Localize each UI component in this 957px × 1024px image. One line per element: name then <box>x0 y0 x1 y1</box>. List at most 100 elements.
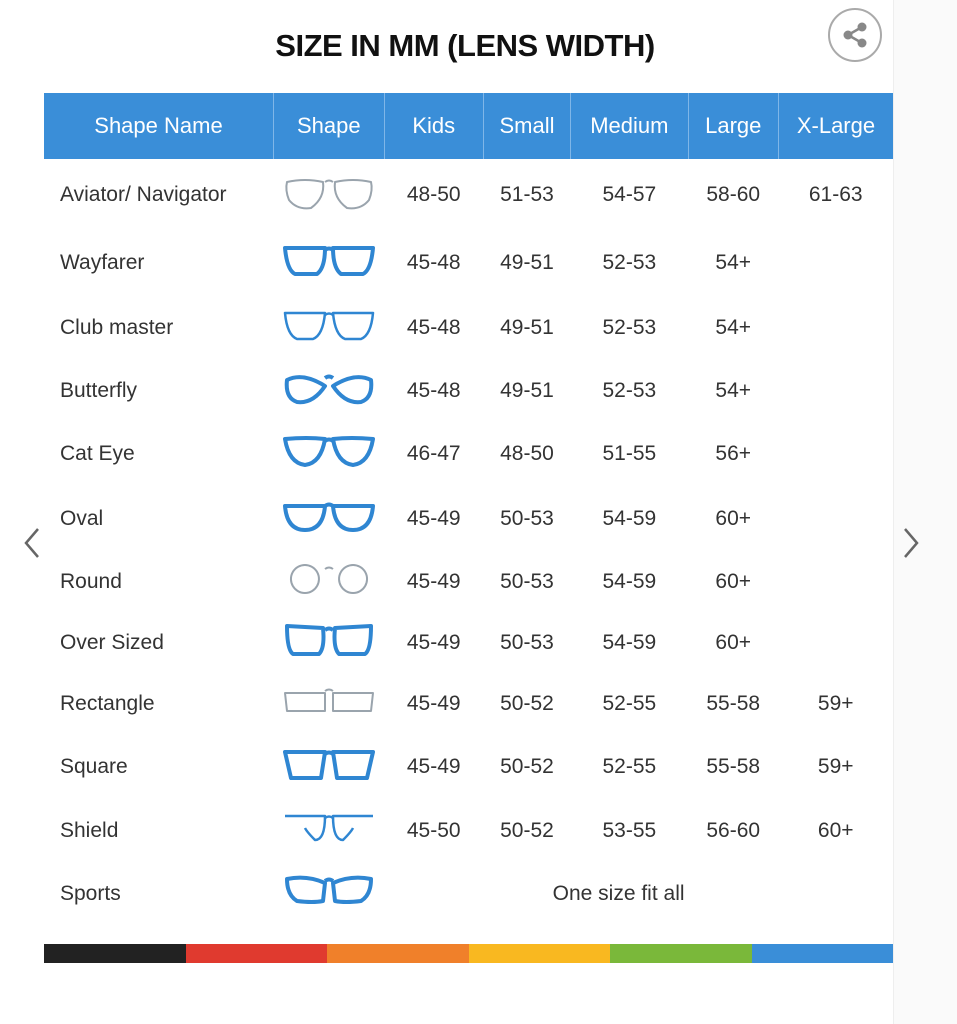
shape-name: Shield <box>60 819 119 842</box>
size-large: 54+ <box>715 315 752 339</box>
header-shape: Shape <box>273 93 385 159</box>
size-x-large <box>778 486 893 551</box>
size-small: 49-51 <box>500 378 554 402</box>
oval-glasses-icon <box>273 486 384 551</box>
size-x-large: 61-63 <box>808 182 863 206</box>
square-glasses-icon <box>273 734 384 799</box>
color-bar <box>44 944 893 963</box>
size-small: 51-53 <box>500 182 554 206</box>
size-x-large <box>778 230 893 295</box>
header-x-large: X-Large <box>778 93 893 159</box>
table-row: Over Sized 45-49 50-53 54-59 60+ <box>44 612 893 673</box>
share-icon <box>843 22 867 48</box>
size-kids: 45-49 <box>406 691 461 715</box>
size-table: Shape Name Shape Kids Small Medium Large… <box>44 93 893 924</box>
size-medium: 52-53 <box>602 250 657 274</box>
size-x-large <box>778 295 893 360</box>
size-kids: 45-49 <box>406 569 461 593</box>
size-kids: 45-49 <box>406 506 461 530</box>
size-kids: 45-49 <box>406 754 461 778</box>
shape-name: Round <box>60 569 122 593</box>
color-bar-segment <box>44 944 186 963</box>
size-large: 60+ <box>715 506 752 530</box>
size-medium: 54-59 <box>602 630 657 654</box>
shape-name: Club master <box>60 315 174 339</box>
color-bar-segment <box>185 944 327 963</box>
table-row: Cat Eye 46-47 48-50 51-55 56+ <box>44 421 893 486</box>
header-large: Large <box>688 93 779 159</box>
size-kids: 45-50 <box>406 819 461 842</box>
size-large: 55-58 <box>706 754 761 778</box>
size-small: 49-51 <box>500 250 554 274</box>
shape-name: Sports <box>60 881 121 905</box>
color-bar-segment <box>610 944 752 963</box>
size-small: 50-53 <box>500 506 554 530</box>
size-kids: 45-48 <box>406 378 461 402</box>
color-bar-segment <box>751 944 893 963</box>
chevron-right-icon[interactable] <box>895 525 925 561</box>
header-shape-name: Shape Name <box>44 93 274 159</box>
aviator-glasses-icon <box>273 159 384 230</box>
background-strip <box>893 0 957 1024</box>
size-x-large <box>778 360 893 421</box>
table-row: Round 45-49 50-53 54-59 60+ <box>44 551 893 612</box>
color-bar-segment <box>327 944 469 963</box>
size-kids: 46-47 <box>406 441 461 465</box>
size-medium: 52-53 <box>602 315 657 339</box>
color-bar-segment <box>468 944 610 963</box>
size-small: 49-51 <box>500 315 554 339</box>
size-kids: 45-48 <box>406 250 461 274</box>
table-row: Butterfly 45-48 49-51 52-53 54+ <box>44 360 893 421</box>
shape-name: Cat Eye <box>60 441 135 465</box>
shape-name: Wayfarer <box>60 250 145 274</box>
size-small: 50-53 <box>500 630 554 654</box>
size-medium: 52-53 <box>602 378 657 402</box>
table-row: Square 45-49 50-52 52-55 55-58 59+ <box>44 734 893 799</box>
size-large: 60+ <box>715 630 752 654</box>
table-row: Shield 45-50 50-52 53-55 56-60 60+ <box>44 799 893 863</box>
size-large: 54+ <box>715 250 752 274</box>
table-row: Wayfarer 45-48 49-51 52-53 54+ <box>44 230 893 295</box>
table-row: Club master 45-48 49-51 52-53 54+ <box>44 295 893 360</box>
size-small: 50-52 <box>500 691 554 715</box>
size-x-large <box>778 551 893 612</box>
clubmaster-glasses-icon <box>273 295 384 360</box>
page-title: SIZE IN MM (LENS WIDTH) <box>275 28 655 63</box>
table-row: Oval 45-49 50-53 54-59 60+ <box>44 486 893 551</box>
size-medium: 54-59 <box>602 569 657 593</box>
size-kids: 45-48 <box>406 315 461 339</box>
shape-name: Butterfly <box>60 378 138 402</box>
size-medium: 52-55 <box>602 754 657 778</box>
sports-glasses-icon <box>273 863 384 924</box>
size-kids: 48-50 <box>406 182 461 206</box>
wayfarer-glasses-icon <box>273 230 384 295</box>
size-medium: 53-55 <box>602 819 657 842</box>
size-small: 48-50 <box>500 441 554 465</box>
size-large: 60+ <box>715 569 752 593</box>
shape-name: Over Sized <box>60 630 164 654</box>
size-x-large: 59+ <box>817 754 854 778</box>
size-large: 58-60 <box>706 182 761 206</box>
size-kids: 45-49 <box>406 630 461 654</box>
size-medium: 54-57 <box>602 182 657 206</box>
size-x-large <box>778 612 893 673</box>
rectangle-glasses-icon <box>273 673 384 734</box>
header-row: Shape Name Shape Kids Small Medium Large… <box>44 93 893 159</box>
header-kids: Kids <box>384 93 484 159</box>
table-row: Rectangle 45-49 50-52 52-55 55-58 59+ <box>44 673 893 734</box>
shape-name: Oval <box>60 506 104 530</box>
size-x-large: 60+ <box>817 819 854 842</box>
size-large: 56-60 <box>706 819 761 842</box>
size-large: 55-58 <box>706 691 761 715</box>
shape-name: Square <box>60 754 128 778</box>
size-x-large <box>778 421 893 486</box>
chevron-left-icon[interactable] <box>18 525 48 561</box>
share-button[interactable] <box>828 8 882 62</box>
table-row: Sports One size fit all <box>44 863 893 924</box>
shield-glasses-icon <box>273 799 384 863</box>
shape-name: Rectangle <box>60 691 155 715</box>
size-large: 56+ <box>715 441 752 465</box>
size-medium: 54-59 <box>602 506 657 530</box>
size-medium: 52-55 <box>602 691 657 715</box>
size-large: 54+ <box>715 378 752 402</box>
